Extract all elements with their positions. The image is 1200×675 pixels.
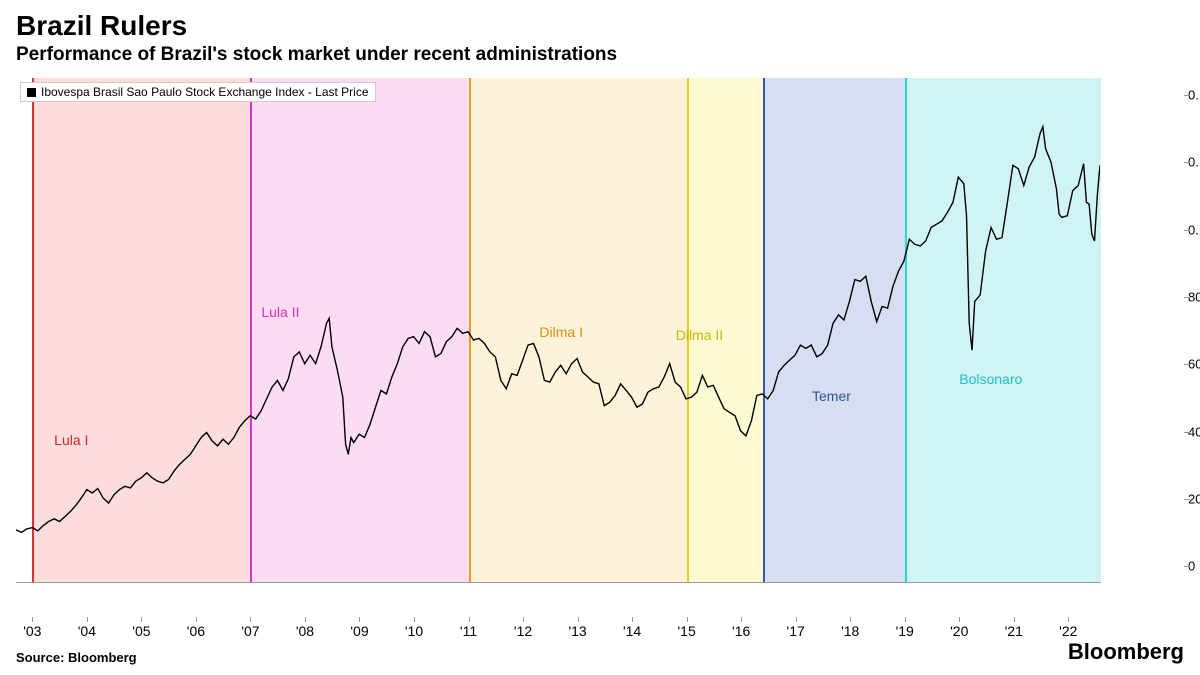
x-tick-mark xyxy=(141,617,142,622)
x-tick-label: '17 xyxy=(787,623,805,639)
x-tick-label: '18 xyxy=(841,623,859,639)
brand-logo: Bloomberg xyxy=(1068,639,1184,665)
x-tick-mark xyxy=(905,617,906,622)
region-label: Dilma I xyxy=(539,324,583,340)
y-tick-mark xyxy=(1184,364,1190,365)
source-text: Source: Bloomberg xyxy=(16,650,137,665)
x-tick-mark xyxy=(850,617,851,622)
legend-label: Ibovespa Brasil Sao Paulo Stock Exchange… xyxy=(41,85,369,99)
x-tick-mark xyxy=(87,617,88,622)
x-tick-mark xyxy=(796,617,797,622)
x-tick-label: '09 xyxy=(350,623,368,639)
x-tick-label: '04 xyxy=(78,623,96,639)
x-tick-mark xyxy=(250,617,251,622)
region-label: Bolsonaro xyxy=(959,371,1022,387)
x-tick-mark xyxy=(687,617,688,622)
x-tick-label: '15 xyxy=(678,623,696,639)
x-tick-label: '19 xyxy=(896,623,914,639)
x-tick-label: '08 xyxy=(296,623,314,639)
x-tick-mark xyxy=(305,617,306,622)
x-tick-mark xyxy=(469,617,470,622)
x-tick-mark xyxy=(741,617,742,622)
x-axis: '03 '04 '05 '06 '07 '08 '09 '10 '11 '12 '13 '14 '15 '… xyxy=(16,617,1101,641)
x-tick-label: '20 xyxy=(950,623,968,639)
y-tick-mark xyxy=(1184,162,1190,163)
region-label: Temer xyxy=(812,388,851,404)
x-tick-label: '12 xyxy=(514,623,532,639)
plot-area: Ibovespa Brasil Sao Paulo Stock Exchange… xyxy=(16,78,1101,583)
x-tick-label: '10 xyxy=(405,623,423,639)
y-tick-mark xyxy=(1184,432,1190,433)
chart-container: Ibovespa Brasil Sao Paulo Stock Exchange… xyxy=(16,78,1184,613)
x-tick-mark xyxy=(196,617,197,622)
y-tick-mark xyxy=(1184,297,1190,298)
x-tick-label: '07 xyxy=(241,623,259,639)
x-tick-label: '06 xyxy=(187,623,205,639)
x-tick-mark xyxy=(1068,617,1069,622)
x-tick-mark xyxy=(959,617,960,622)
x-tick-mark xyxy=(578,617,579,622)
x-tick-label: '16 xyxy=(732,623,750,639)
y-tick-mark xyxy=(1184,566,1190,567)
x-tick-mark xyxy=(32,617,33,622)
x-tick-mark xyxy=(1014,617,1015,622)
region-label: Lula I xyxy=(54,432,88,448)
x-tick-mark xyxy=(523,617,524,622)
x-tick-label: '22 xyxy=(1059,623,1077,639)
legend: Ibovespa Brasil Sao Paulo Stock Exchange… xyxy=(20,82,376,102)
x-tick-label: '21 xyxy=(1005,623,1023,639)
region-label: Lula II xyxy=(261,304,299,320)
x-tick-label: '13 xyxy=(568,623,586,639)
y-tick-mark xyxy=(1184,230,1190,231)
y-tick-mark xyxy=(1184,499,1190,500)
x-tick-mark xyxy=(359,617,360,622)
x-tick-label: '03 xyxy=(23,623,41,639)
x-tick-label: '05 xyxy=(132,623,150,639)
x-tick-label: '11 xyxy=(460,623,477,639)
x-tick-label: '14 xyxy=(623,623,641,639)
x-tick-mark xyxy=(632,617,633,622)
y-tick-mark xyxy=(1184,95,1190,96)
region-label: Dilma II xyxy=(676,327,723,343)
chart-title: Brazil Rulers xyxy=(16,10,1184,42)
x-tick-mark xyxy=(414,617,415,622)
chart-subtitle: Performance of Brazil's stock market und… xyxy=(16,44,1184,66)
legend-swatch xyxy=(27,88,36,97)
y-axis: 0200004000060000800000.1M0.12M0.14M xyxy=(1188,78,1200,583)
